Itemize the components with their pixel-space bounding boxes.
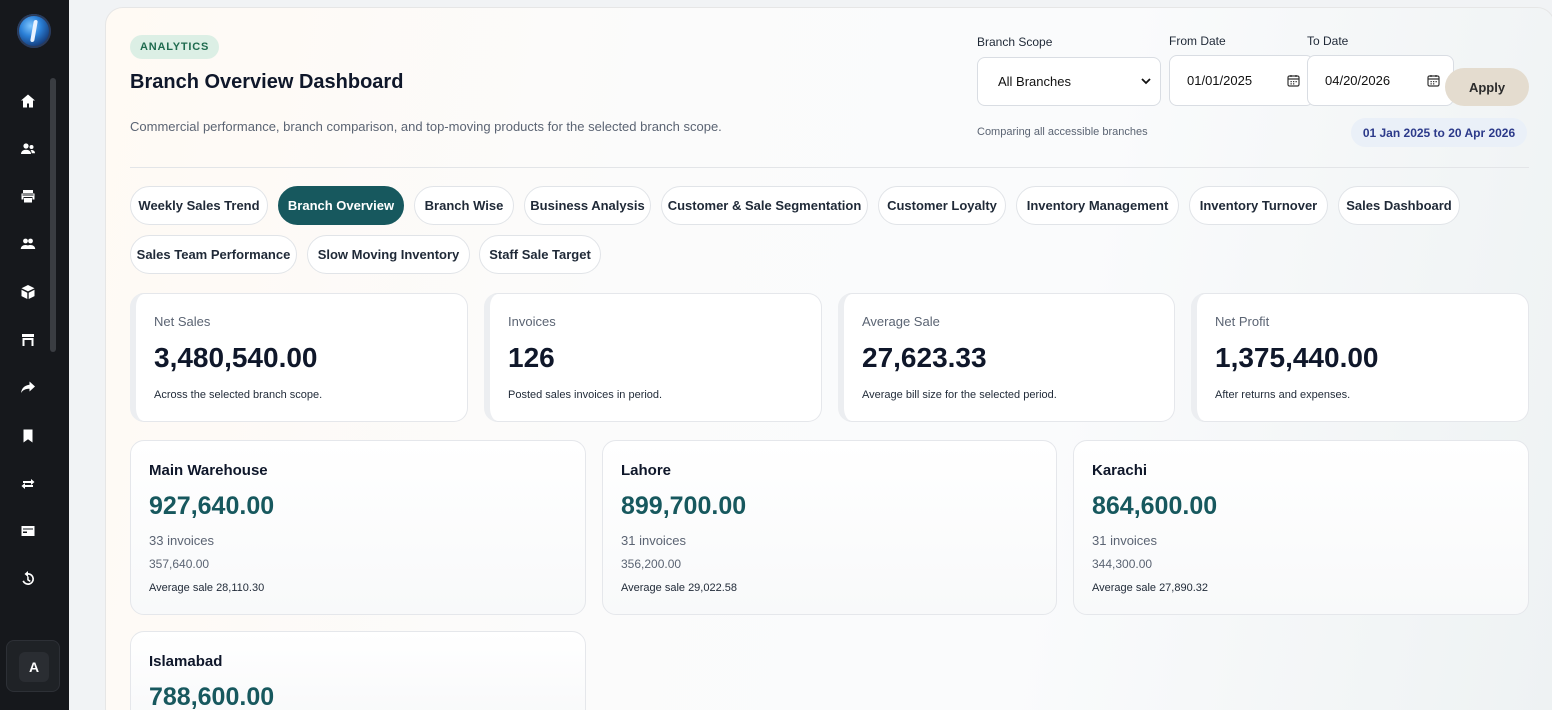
box-icon[interactable] [18, 282, 38, 302]
history-icon[interactable] [18, 569, 38, 589]
kpi-card-average-sale: Average Sale 27,623.33 Average bill size… [838, 293, 1175, 422]
kpi-note: Average bill size for the selected perio… [862, 389, 1057, 401]
calendar-icon[interactable] [1427, 74, 1440, 87]
branch-card-lahore[interactable]: Lahore 899,700.00 31 invoices 356,200.00… [602, 440, 1057, 615]
user-avatar[interactable]: A [6, 640, 60, 692]
tab-business-analysis[interactable]: Business Analysis [524, 186, 651, 225]
page-subtitle: Commercial performance, branch compariso… [130, 119, 722, 134]
kpi-note: Posted sales invoices in period. [508, 389, 663, 401]
branch-sales-value: 864,600.00 [1092, 492, 1218, 520]
tab-sales-team-performance[interactable]: Sales Team Performance [130, 235, 297, 274]
exchange-icon[interactable] [18, 474, 38, 494]
team-icon[interactable] [18, 234, 38, 254]
branch-secondary-value: 357,640.00 [149, 557, 210, 571]
tab-branch-wise[interactable]: Branch Wise [414, 186, 514, 225]
store-icon[interactable] [18, 330, 38, 350]
from-date-label: From Date [1169, 34, 1226, 48]
branch-average-sale: Average sale 27,890.32 [1092, 582, 1208, 594]
kpi-note: Across the selected branch scope. [154, 389, 323, 401]
kpi-value: 3,480,540.00 [154, 342, 318, 373]
branch-scope-label: Branch Scope [977, 35, 1053, 49]
to-date-input[interactable]: 04/20/2026 [1307, 55, 1454, 106]
branch-scope-value: All Branches [998, 74, 1071, 89]
kpi-label: Average Sale [862, 314, 940, 329]
date-range-badge: 01 Jan 2025 to 20 Apr 2026 [1351, 118, 1527, 147]
branch-average-sale: Average sale 28,110.30 [149, 582, 265, 594]
to-date-value: 04/20/2026 [1325, 73, 1391, 88]
kpi-note: After returns and expenses. [1215, 389, 1351, 401]
branch-average-sale: Average sale 29,022.58 [621, 582, 737, 594]
page-title: Branch Overview Dashboard [130, 71, 404, 93]
branch-name: Karachi [1092, 462, 1148, 479]
kpi-label: Net Profit [1215, 314, 1270, 329]
header-divider [130, 167, 1529, 168]
tab-sales-dashboard[interactable]: Sales Dashboard [1338, 186, 1460, 225]
share-icon[interactable] [18, 377, 38, 397]
branch-card-islamabad[interactable]: Islamabad 788,600.00 [130, 631, 586, 710]
tab-customer-loyalty[interactable]: Customer Loyalty [878, 186, 1006, 225]
branch-card-main-warehouse[interactable]: Main Warehouse 927,640.00 33 invoices 35… [130, 440, 586, 615]
calendar-icon[interactable] [1287, 74, 1300, 87]
branch-secondary-value: 344,300.00 [1092, 557, 1153, 571]
bookmark-icon[interactable] [18, 426, 38, 446]
scope-note: Comparing all accessible branches [977, 126, 1148, 138]
section-badge: ANALYTICS [130, 35, 220, 59]
kpi-label: Invoices [508, 314, 556, 329]
kpi-value: 126 [508, 342, 555, 373]
chevron-down-icon [1141, 78, 1151, 85]
branch-invoice-count: 33 invoices [149, 533, 215, 548]
to-date-label: To Date [1307, 34, 1349, 48]
sidebar: A [0, 0, 69, 710]
tab-slow-moving-inventory[interactable]: Slow Moving Inventory [307, 235, 470, 274]
from-date-value: 01/01/2025 [1187, 73, 1253, 88]
app-logo[interactable] [17, 14, 51, 48]
tab-weekly-sales-trend[interactable]: Weekly Sales Trend [130, 186, 268, 225]
tab-staff-sale-target[interactable]: Staff Sale Target [479, 235, 601, 274]
branch-sales-value: 927,640.00 [149, 492, 275, 520]
avatar-initial: A [19, 652, 49, 682]
card-icon[interactable] [18, 521, 38, 541]
branch-invoice-count: 31 invoices [1092, 533, 1158, 548]
branch-invoice-count: 31 invoices [621, 533, 687, 548]
branch-sales-value: 788,600.00 [149, 683, 275, 710]
branch-sales-value: 899,700.00 [621, 492, 747, 520]
from-date-input[interactable]: 01/01/2025 [1169, 55, 1314, 106]
kpi-value: 27,623.33 [862, 342, 987, 373]
tab-branch-overview[interactable]: Branch Overview [278, 186, 404, 225]
home-icon[interactable] [18, 91, 38, 111]
branch-secondary-value: 356,200.00 [621, 557, 682, 571]
kpi-label: Net Sales [154, 314, 211, 329]
kpi-card-net-profit: Net Profit 1,375,440.00 After returns an… [1191, 293, 1529, 422]
tab-inventory-turnover[interactable]: Inventory Turnover [1189, 186, 1328, 225]
sidebar-scrollbar[interactable] [50, 78, 56, 352]
tab-inventory-management[interactable]: Inventory Management [1016, 186, 1179, 225]
branch-name: Lahore [621, 462, 672, 479]
branch-card-karachi[interactable]: Karachi 864,600.00 31 invoices 344,300.0… [1073, 440, 1529, 615]
branch-name: Islamabad [149, 653, 223, 670]
kpi-card-net-sales: Net Sales 3,480,540.00 Across the select… [130, 293, 468, 422]
tab-customer-sale-segmentation[interactable]: Customer & Sale Segmentation [661, 186, 868, 225]
users-icon[interactable] [18, 139, 38, 159]
kpi-card-invoices: Invoices 126 Posted sales invoices in pe… [484, 293, 822, 422]
branch-scope-select[interactable]: All Branches [977, 57, 1161, 106]
printer-icon[interactable] [18, 186, 38, 206]
apply-button[interactable]: Apply [1445, 68, 1529, 106]
branch-name: Main Warehouse [149, 462, 268, 479]
kpi-value: 1,375,440.00 [1215, 342, 1379, 373]
